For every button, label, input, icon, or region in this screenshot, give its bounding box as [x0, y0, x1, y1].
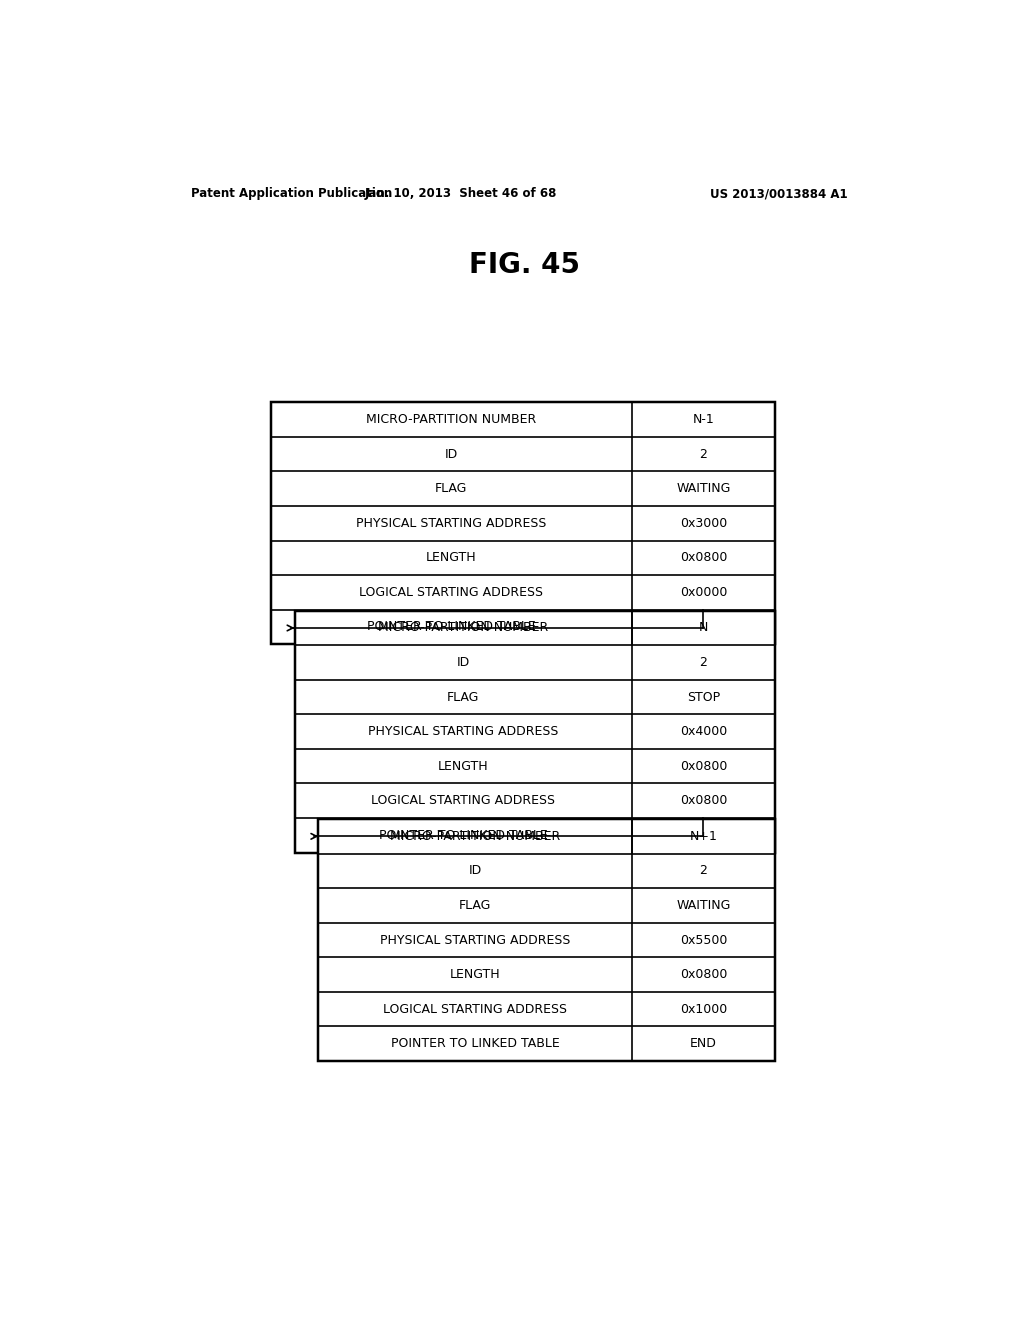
- Text: MICRO-PARTITION NUMBER: MICRO-PARTITION NUMBER: [390, 830, 560, 843]
- Text: N-1: N-1: [692, 413, 714, 426]
- Text: N+1: N+1: [689, 830, 717, 843]
- Bar: [318, 818, 775, 1061]
- Text: LOGICAL STARTING ADDRESS: LOGICAL STARTING ADDRESS: [359, 586, 544, 599]
- Text: FLAG: FLAG: [459, 899, 492, 912]
- Text: FIG. 45: FIG. 45: [469, 251, 581, 279]
- Text: 0x0800: 0x0800: [680, 552, 727, 565]
- Text: 0x4000: 0x4000: [680, 725, 727, 738]
- Text: 0x0800: 0x0800: [680, 795, 727, 808]
- Text: PHYSICAL STARTING ADDRESS: PHYSICAL STARTING ADDRESS: [368, 725, 558, 738]
- Text: Patent Application Publication: Patent Application Publication: [191, 187, 393, 201]
- Text: END: END: [690, 1038, 717, 1051]
- Text: ID: ID: [469, 865, 482, 878]
- Text: ID: ID: [444, 447, 458, 461]
- Text: 2: 2: [699, 865, 708, 878]
- Text: ID: ID: [457, 656, 470, 669]
- Text: LOGICAL STARTING ADDRESS: LOGICAL STARTING ADDRESS: [383, 1003, 567, 1015]
- Text: PHYSICAL STARTING ADDRESS: PHYSICAL STARTING ADDRESS: [356, 517, 547, 529]
- Text: 0x0800: 0x0800: [680, 968, 727, 981]
- Text: N: N: [698, 622, 708, 635]
- Text: 0x1000: 0x1000: [680, 1003, 727, 1015]
- Text: 0x3000: 0x3000: [680, 517, 727, 529]
- Text: LOGICAL STARTING ADDRESS: LOGICAL STARTING ADDRESS: [372, 795, 555, 808]
- Text: STOP: STOP: [687, 690, 720, 704]
- Bar: [270, 403, 775, 644]
- Text: FLAG: FLAG: [447, 690, 479, 704]
- Text: 0x0800: 0x0800: [680, 760, 727, 772]
- Text: 0x5500: 0x5500: [680, 933, 727, 946]
- Text: PHYSICAL STARTING ADDRESS: PHYSICAL STARTING ADDRESS: [380, 933, 570, 946]
- Text: POINTER TO LINKED TABLE: POINTER TO LINKED TABLE: [391, 1038, 559, 1051]
- Text: 2: 2: [699, 656, 708, 669]
- Text: US 2013/0013884 A1: US 2013/0013884 A1: [710, 187, 848, 201]
- Text: 0x0000: 0x0000: [680, 586, 727, 599]
- Text: WAITING: WAITING: [676, 899, 730, 912]
- Text: POINTER TO LINKED TABLE: POINTER TO LINKED TABLE: [379, 829, 548, 842]
- Bar: [295, 611, 775, 853]
- Text: LENGTH: LENGTH: [426, 552, 477, 565]
- Text: 2: 2: [699, 447, 708, 461]
- Text: WAITING: WAITING: [676, 482, 730, 495]
- Text: FLAG: FLAG: [435, 482, 468, 495]
- Text: LENGTH: LENGTH: [450, 968, 501, 981]
- Text: LENGTH: LENGTH: [438, 760, 488, 772]
- Text: POINTER TO LINKED TABLE: POINTER TO LINKED TABLE: [367, 620, 536, 634]
- Text: MICRO-PARTITION NUMBER: MICRO-PARTITION NUMBER: [367, 413, 537, 426]
- Text: MICRO-PARTITION NUMBER: MICRO-PARTITION NUMBER: [378, 622, 549, 635]
- Text: Jan. 10, 2013  Sheet 46 of 68: Jan. 10, 2013 Sheet 46 of 68: [366, 187, 557, 201]
